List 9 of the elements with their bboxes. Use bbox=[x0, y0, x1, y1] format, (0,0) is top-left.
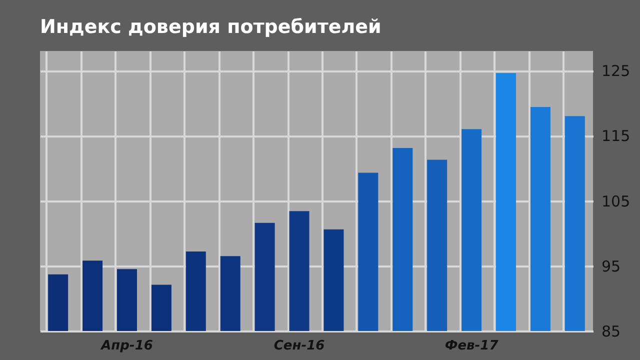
chart-title: Индекс доверия потребителей bbox=[40, 16, 382, 38]
x-tick-label: Апр-16 bbox=[100, 338, 153, 354]
x-tick-label: Сен-16 bbox=[274, 338, 325, 354]
y-tick-label: 115 bbox=[602, 127, 630, 146]
y-tick-label: 95 bbox=[602, 257, 621, 276]
y-tick-label: 85 bbox=[602, 322, 621, 340]
y-tick-label: 125 bbox=[602, 62, 630, 80]
y-tick-label: 105 bbox=[602, 192, 630, 210]
x-tick-label: Фев-17 bbox=[444, 338, 500, 354]
